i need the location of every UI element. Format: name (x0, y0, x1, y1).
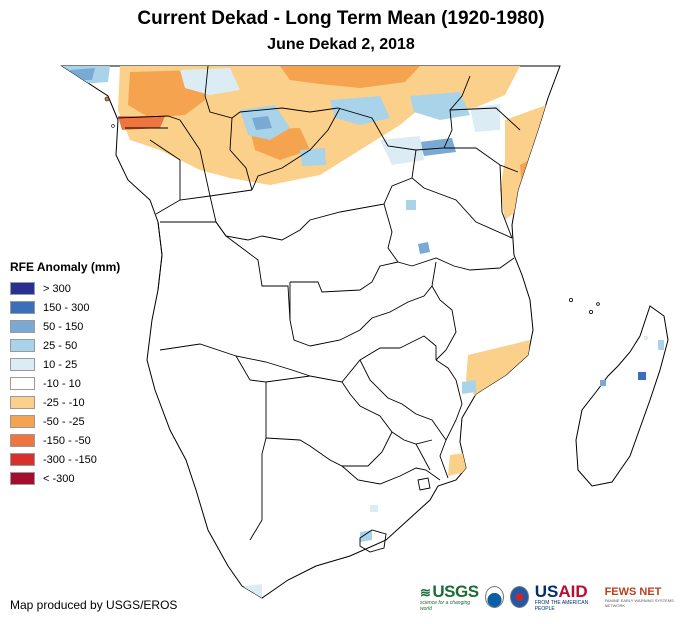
logo-strip: ≋ USGS science for a changing world USAID… (420, 582, 682, 612)
island (104, 96, 110, 102)
legend-swatch (10, 301, 35, 314)
usgs-wordmark: USGS (432, 582, 479, 601)
legend-label: -150 - -50 (43, 434, 91, 447)
usaid-aid: AID (558, 582, 588, 601)
island (569, 297, 574, 302)
fewsnet-wordmark: FEWS NET (604, 586, 662, 598)
legend-swatch (10, 320, 35, 333)
legend-swatch (10, 415, 35, 428)
legend-label: 150 - 300 (43, 301, 90, 314)
legend-item: 150 - 300 (10, 298, 120, 317)
legend-item: -25 - -10 (10, 393, 120, 412)
usgs-tagline: science for a changing world (420, 600, 471, 612)
island (111, 124, 115, 128)
legend-label: 10 - 25 (43, 358, 78, 371)
nws-logo-icon (509, 586, 529, 608)
legend-swatch (10, 434, 35, 447)
legend-swatch (10, 339, 35, 352)
legend-item: < -300 (10, 469, 120, 488)
island (596, 302, 600, 306)
usaid-logo: USAID FROM THE AMERICAN PEOPLE (535, 582, 599, 612)
legend-item: -150 - -50 (10, 431, 120, 450)
legend-item: 25 - 50 (10, 336, 120, 355)
anomaly-shading (62, 66, 560, 598)
map-title: Current Dekad - Long Term Mean (1920-198… (137, 8, 545, 29)
map-credit: Map produced by USGS/EROS (10, 598, 178, 612)
legend-swatch (10, 377, 35, 390)
madagascar (575, 305, 669, 487)
legend-swatch (10, 453, 35, 466)
legend-item: > 300 (10, 279, 120, 298)
legend-item: -50 - -25 (10, 412, 120, 431)
noaa-logo-icon (484, 586, 504, 608)
legend-label: -300 - -150 (43, 453, 97, 466)
legend-swatch (10, 472, 35, 485)
legend-item: 50 - 150 (10, 317, 120, 336)
legend-label: 25 - 50 (43, 339, 78, 352)
legend-item: -10 - 10 (10, 374, 120, 393)
legend-label: 50 - 150 (43, 320, 84, 333)
country-borders (117, 65, 521, 553)
usaid-tagline: FROM THE AMERICAN PEOPLE (534, 600, 589, 612)
map-subtitle: June Dekad 2, 2018 (267, 36, 415, 53)
madagascar-shading (600, 336, 664, 386)
legend-label: > 300 (43, 282, 71, 295)
legend-item: -300 - -150 (10, 450, 120, 469)
legend-label: -50 - -25 (43, 415, 85, 428)
legend-label: -25 - -10 (43, 396, 85, 409)
usaid-us: US (534, 582, 559, 601)
legend-label: -10 - 10 (43, 377, 81, 390)
usgs-logo: ≋ USGS science for a changing world (420, 582, 479, 612)
legend: RFE Anomaly (mm) > 300 150 - 300 50 - 150 2… (10, 260, 120, 488)
legend-swatch (10, 358, 35, 371)
fewsnet-tagline: FAMINE EARLY WARNING SYSTEMS NETWORK (604, 598, 674, 608)
legend-swatch (10, 396, 35, 409)
legend-item: 10 - 25 (10, 355, 120, 374)
legend-swatch (10, 282, 35, 295)
island (589, 309, 594, 314)
legend-title: RFE Anomaly (mm) (10, 260, 121, 274)
fewsnet-logo: FEWS NET FAMINE EARLY WARNING SYSTEMS NE… (605, 586, 682, 608)
legend-label: < -300 (43, 472, 75, 485)
